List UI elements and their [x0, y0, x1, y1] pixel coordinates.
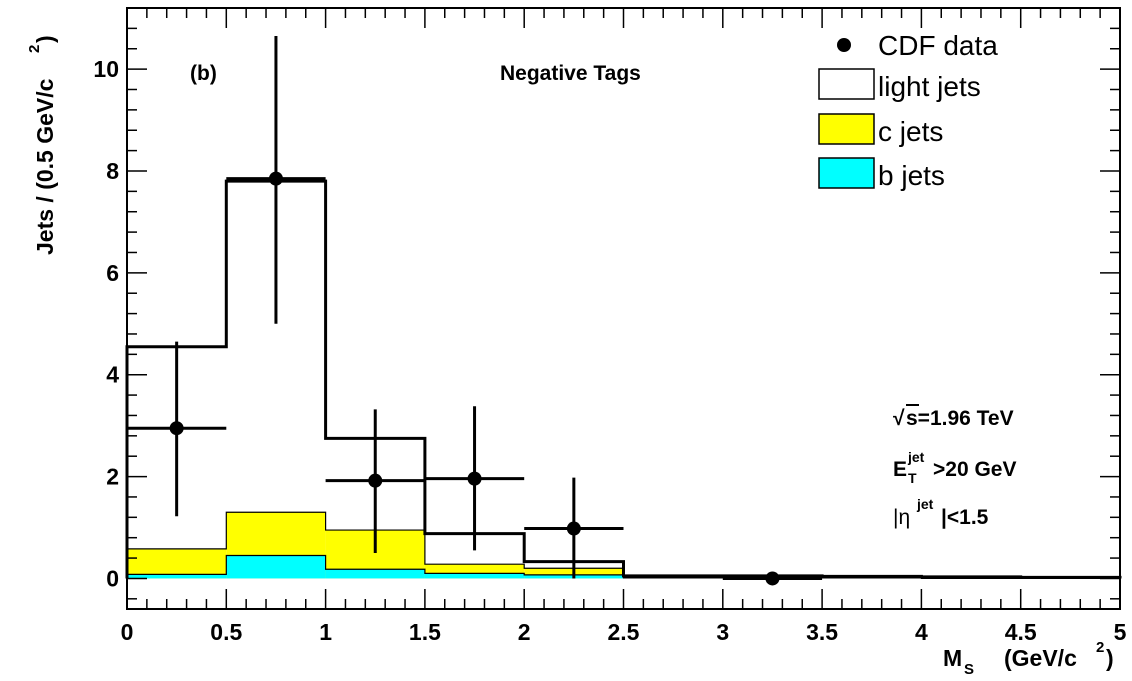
legend-swatch-light	[818, 68, 875, 100]
panel-label: (b)	[190, 62, 217, 85]
y-axis-sup: 2	[26, 45, 43, 53]
y-axis-close: )	[32, 35, 58, 43]
y-tick-label: 4	[106, 362, 119, 388]
x-axis-units-close: )	[1106, 645, 1114, 671]
x-tick-label: 5	[1114, 619, 1127, 645]
legend-label-light: light jets	[878, 71, 981, 102]
annotation-eta-cut: |η jet |<1.5	[893, 496, 989, 529]
data-point	[169, 421, 184, 436]
x-tick-label: 0.5	[210, 619, 242, 645]
x-tick-label: 4	[915, 619, 928, 645]
sqrt-s-text: s=1.96 TeV	[906, 407, 1014, 430]
sqrt-symbol: √	[893, 407, 905, 430]
y-tick-label: 6	[106, 260, 119, 286]
legend-swatch-c	[818, 113, 875, 145]
data-point	[566, 521, 581, 536]
legend-swatch-b	[818, 157, 875, 189]
annotation-et-cut: E jet T >20 GeV	[893, 449, 1016, 486]
et-rest: >20 GeV	[933, 458, 1016, 481]
x-tick-label: 2.5	[608, 619, 640, 645]
legend: CDF data light jets c jets b jets	[818, 30, 998, 191]
b-jets-bar	[424, 573, 525, 579]
x-tick-label: 1	[319, 619, 332, 645]
legend-marker-data	[837, 38, 851, 52]
x-tick-label: 0	[121, 619, 134, 645]
data-point	[467, 471, 482, 486]
y-axis-main: Jets / (0.5 GeV/c	[32, 78, 58, 255]
x-tick-label: 3	[716, 619, 729, 645]
annotation-sqrt-s: √ s=1.96 TeV	[893, 404, 1014, 430]
x-axis-title: M S (GeV/c 2 )	[943, 639, 1114, 678]
data-points-layer	[127, 36, 823, 586]
x-axis-sub: S	[964, 661, 974, 678]
c-jets-bar	[127, 548, 227, 579]
legend-label-c: c jets	[878, 116, 943, 147]
data-point	[765, 571, 780, 586]
et-sub: T	[908, 470, 917, 486]
legend-label-b: b jets	[878, 160, 945, 191]
eta-rest: |<1.5	[941, 506, 989, 529]
x-tick-label: 1.5	[409, 619, 441, 645]
b-jets-bar	[226, 555, 326, 579]
x-axis-main: M	[943, 645, 962, 671]
ticks-layer: 0 0.5 1 1.5 2 2.5 3 3.5 4 4.5 5 0 2 4 6 8 10	[93, 8, 1127, 645]
x-axis-units-sup: 2	[1096, 639, 1104, 656]
data-point	[268, 171, 283, 186]
et-main: E	[893, 458, 907, 481]
legend-label-data: CDF data	[878, 30, 998, 61]
x-tick-label: 2	[518, 619, 531, 645]
y-tick-label: 10	[93, 56, 119, 82]
x-tick-label: 4.5	[1005, 619, 1037, 645]
chart-title: Negative Tags	[500, 62, 641, 85]
b-jets-bar	[325, 569, 425, 579]
x-axis-units: (GeV/c	[1004, 645, 1077, 671]
y-tick-label: 8	[106, 158, 119, 184]
et-sup: jet	[907, 449, 925, 465]
x-tick-label: 3.5	[806, 619, 838, 645]
eta-open: |η	[893, 506, 910, 529]
light-jets-outline	[125, 179, 1122, 579]
b-jets-bar	[127, 574, 227, 579]
y-tick-label: 0	[106, 565, 119, 591]
data-point	[368, 473, 383, 488]
y-axis-title: Jets / (0.5 GeV/c 2 )	[26, 35, 58, 255]
y-tick-label: 2	[106, 464, 119, 490]
eta-sup: jet	[916, 496, 934, 512]
